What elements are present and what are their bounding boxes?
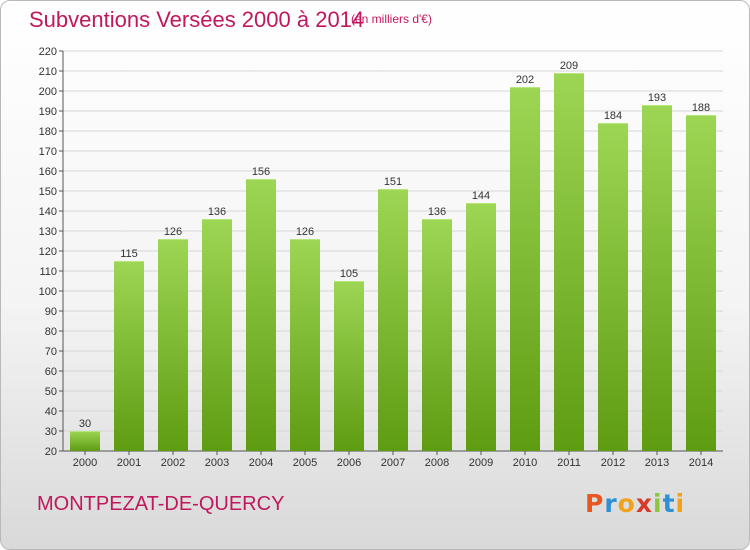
y-tick-label: 50 <box>45 386 57 398</box>
y-tick-label: 200 <box>39 86 57 98</box>
y-tick-label: 180 <box>39 126 57 138</box>
data-label: 156 <box>252 166 270 178</box>
bar <box>114 261 144 451</box>
y-tick-label: 210 <box>39 66 57 78</box>
data-label: 188 <box>692 102 710 114</box>
bar <box>642 105 672 451</box>
x-tick-label: 2004 <box>249 457 273 469</box>
x-tick-label: 2008 <box>425 457 449 469</box>
x-tick-label: 2012 <box>601 457 625 469</box>
x-tick-label: 2006 <box>337 457 361 469</box>
bar <box>70 431 100 451</box>
data-label: 144 <box>472 190 490 202</box>
y-tick-label: 90 <box>45 306 57 318</box>
x-tick-label: 2001 <box>117 457 141 469</box>
bar <box>466 203 496 451</box>
y-tick-label: 110 <box>39 266 57 278</box>
chart-subtitle: (en milliers d'€) <box>351 12 432 26</box>
proxiti-logo: Proxiti <box>585 489 685 518</box>
x-tick-label: 2014 <box>689 457 713 469</box>
bar <box>246 179 276 451</box>
data-label: 209 <box>560 60 578 72</box>
labels: 20 30 40 50 60 70 80 90 100 110 120 130 140 150 160 170… <box>39 46 714 469</box>
logo-letter: P <box>585 489 605 518</box>
data-label: 193 <box>648 92 666 104</box>
y-tick-label: 20 <box>45 446 57 458</box>
y-tick-label: 130 <box>39 226 57 238</box>
commune-name: MONTPEZAT-DE-QUERCY <box>37 493 285 515</box>
logo-letter: i <box>653 489 663 518</box>
x-tick-label: 2010 <box>513 457 537 469</box>
data-label: 184 <box>604 110 622 122</box>
data-label: 126 <box>296 226 314 238</box>
data-label: 115 <box>120 248 138 260</box>
logo-letter: t <box>662 489 676 518</box>
bar <box>158 239 188 451</box>
data-label: 105 <box>340 268 358 280</box>
chart-title: Subventions Versées 2000 à 2014 <box>29 7 365 32</box>
x-tick-label: 2000 <box>73 457 97 469</box>
x-tick-label: 2013 <box>645 457 669 469</box>
bars <box>70 73 716 451</box>
x-tick-label: 2003 <box>205 457 229 469</box>
data-label: 30 <box>79 418 91 430</box>
data-label: 151 <box>384 176 402 188</box>
data-label: 136 <box>428 206 446 218</box>
y-tick-label: 30 <box>45 426 57 438</box>
y-tick-label: 40 <box>45 406 57 418</box>
y-tick-label: 160 <box>39 166 57 178</box>
bar <box>290 239 320 451</box>
y-tick-label: 190 <box>39 106 57 118</box>
y-tick-label: 100 <box>39 286 57 298</box>
logo-letter: i <box>675 489 686 518</box>
bar <box>598 123 628 451</box>
y-tick-label: 170 <box>39 146 57 158</box>
x-tick-label: 2009 <box>469 457 493 469</box>
x-tick-label: 2007 <box>381 457 405 469</box>
y-tick-label: 140 <box>39 206 57 218</box>
bar <box>202 219 232 451</box>
logo-letter: x <box>635 489 653 518</box>
bar <box>422 219 452 451</box>
y-tick-label: 150 <box>39 186 57 198</box>
x-tick-label: 2011 <box>557 457 581 469</box>
data-label: 126 <box>164 226 182 238</box>
x-tick-label: 2002 <box>161 457 185 469</box>
bar <box>554 73 584 451</box>
bar <box>510 87 540 451</box>
y-tick-label: 220 <box>39 46 57 58</box>
x-tick-label: 2005 <box>293 457 317 469</box>
data-label: 202 <box>516 74 534 86</box>
logo-letter: r <box>604 489 618 518</box>
y-tick-label: 70 <box>45 346 57 358</box>
bar <box>686 115 716 451</box>
data-label: 136 <box>208 206 226 218</box>
bar <box>334 281 364 451</box>
y-tick-label: 80 <box>45 326 57 338</box>
y-tick-label: 60 <box>45 366 57 378</box>
logo-letter: o <box>617 489 636 518</box>
y-tick-label: 120 <box>39 246 57 258</box>
bar <box>378 189 408 451</box>
